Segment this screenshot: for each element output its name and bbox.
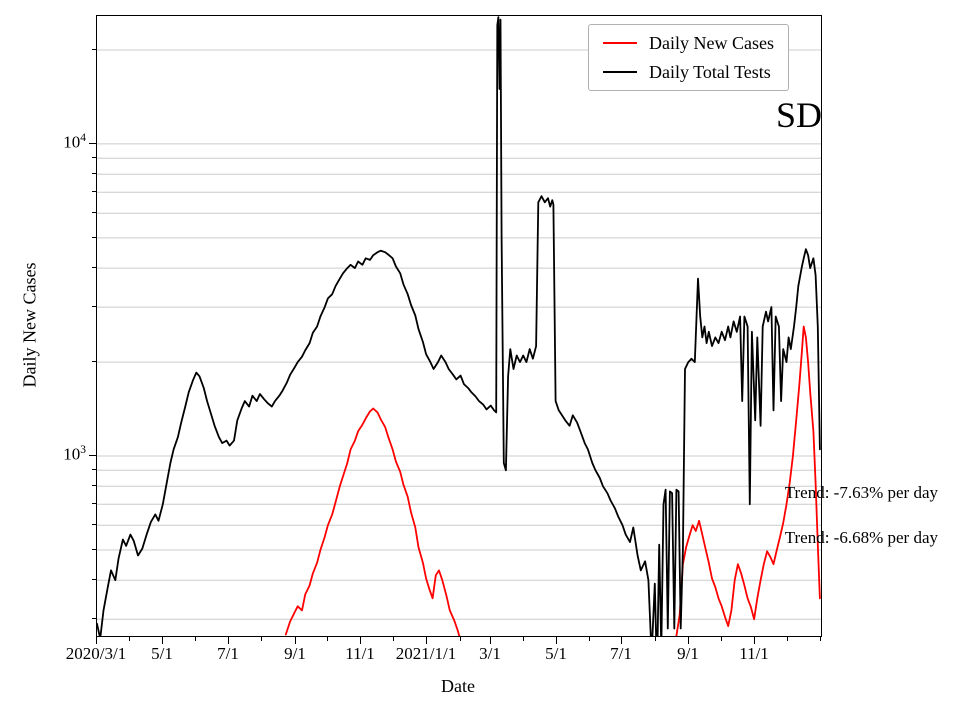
y-minor-tick <box>92 49 96 50</box>
series-line-daily-total-tests <box>97 16 821 636</box>
legend-entry-daily-new-cases: Daily New Cases <box>603 34 774 52</box>
series-line-daily-new-cases <box>284 407 461 636</box>
x-major-tick <box>162 637 163 644</box>
x-major-tick <box>754 637 755 644</box>
y-minor-tick <box>92 524 96 525</box>
x-tick-label: 11/1 <box>345 644 375 663</box>
x-minor-tick <box>787 637 788 641</box>
x-tick-label: 11/1 <box>739 644 769 663</box>
state-code-label: SD <box>776 95 823 135</box>
x-minor-tick <box>460 637 461 641</box>
y-minor-tick <box>92 361 96 362</box>
x-major-tick <box>556 637 557 644</box>
x-tick-label: 2021/1/1 <box>395 644 457 663</box>
x-major-tick <box>426 637 427 644</box>
y-tick-exponent: 3 <box>80 444 86 456</box>
y-minor-tick <box>92 267 96 268</box>
x-minor-tick <box>261 637 262 641</box>
plot-area <box>96 15 822 637</box>
x-tick-label: 7/1 <box>217 644 239 663</box>
legend: Daily New Cases Daily Total Tests <box>588 24 789 91</box>
x-minor-tick <box>523 637 524 641</box>
y-tick-label-1e4: 104 <box>44 132 86 153</box>
x-major-tick <box>688 637 689 644</box>
x-minor-tick <box>327 637 328 641</box>
x-major-tick <box>295 637 296 644</box>
x-minor-tick <box>589 637 590 641</box>
x-minor-tick <box>195 637 196 641</box>
x-tick-label: 9/1 <box>677 644 699 663</box>
y-minor-tick <box>92 191 96 192</box>
y-minor-tick <box>92 237 96 238</box>
y-minor-tick <box>92 579 96 580</box>
y-axis-label: Daily New Cases <box>19 262 40 388</box>
y-tick-exponent: 4 <box>80 132 86 144</box>
legend-entry-daily-total-tests: Daily Total Tests <box>603 63 774 81</box>
y-minor-tick <box>92 212 96 213</box>
x-major-tick <box>360 637 361 644</box>
y-minor-tick <box>92 618 96 619</box>
y-major-tick <box>89 455 96 456</box>
black-line-sample-icon <box>603 71 637 73</box>
legend-label-daily-total-tests: Daily Total Tests <box>649 62 771 82</box>
x-tick-label: 3/1 <box>479 644 501 663</box>
y-tick-base: 10 <box>63 132 81 152</box>
y-minor-tick <box>92 469 96 470</box>
x-major-tick <box>490 637 491 644</box>
x-minor-tick <box>129 637 130 641</box>
x-minor-tick <box>820 637 821 641</box>
y-minor-tick <box>92 549 96 550</box>
legend-label-daily-new-cases: Daily New Cases <box>649 33 774 53</box>
x-tick-label: 5/1 <box>545 644 567 663</box>
y-tick-base: 10 <box>63 444 81 464</box>
y-major-tick <box>89 143 96 144</box>
x-tick-label: 9/1 <box>284 644 306 663</box>
x-minor-tick <box>393 637 394 641</box>
y-minor-tick <box>92 503 96 504</box>
x-tick-label: 5/1 <box>151 644 173 663</box>
trend-annotation-top: Trend: -7.63% per day <box>784 483 938 502</box>
y-minor-tick <box>92 173 96 174</box>
x-major-tick <box>228 637 229 644</box>
y-minor-tick <box>92 485 96 486</box>
x-minor-tick <box>655 637 656 641</box>
trend-annotation-bottom: Trend: -6.68% per day <box>784 528 938 547</box>
x-tick-label: 7/1 <box>610 644 632 663</box>
series-line-daily-new-cases <box>675 325 821 636</box>
x-major-tick <box>96 637 97 644</box>
y-tick-label-1e3: 103 <box>44 444 86 465</box>
y-minor-tick <box>92 157 96 158</box>
chart-canvas <box>97 16 821 636</box>
x-minor-tick <box>721 637 722 641</box>
y-minor-tick <box>92 306 96 307</box>
x-major-tick <box>621 637 622 644</box>
x-axis-label: Date <box>441 676 475 696</box>
red-line-sample-icon <box>603 42 637 44</box>
x-tick-label: 2020/3/1 <box>65 644 127 663</box>
